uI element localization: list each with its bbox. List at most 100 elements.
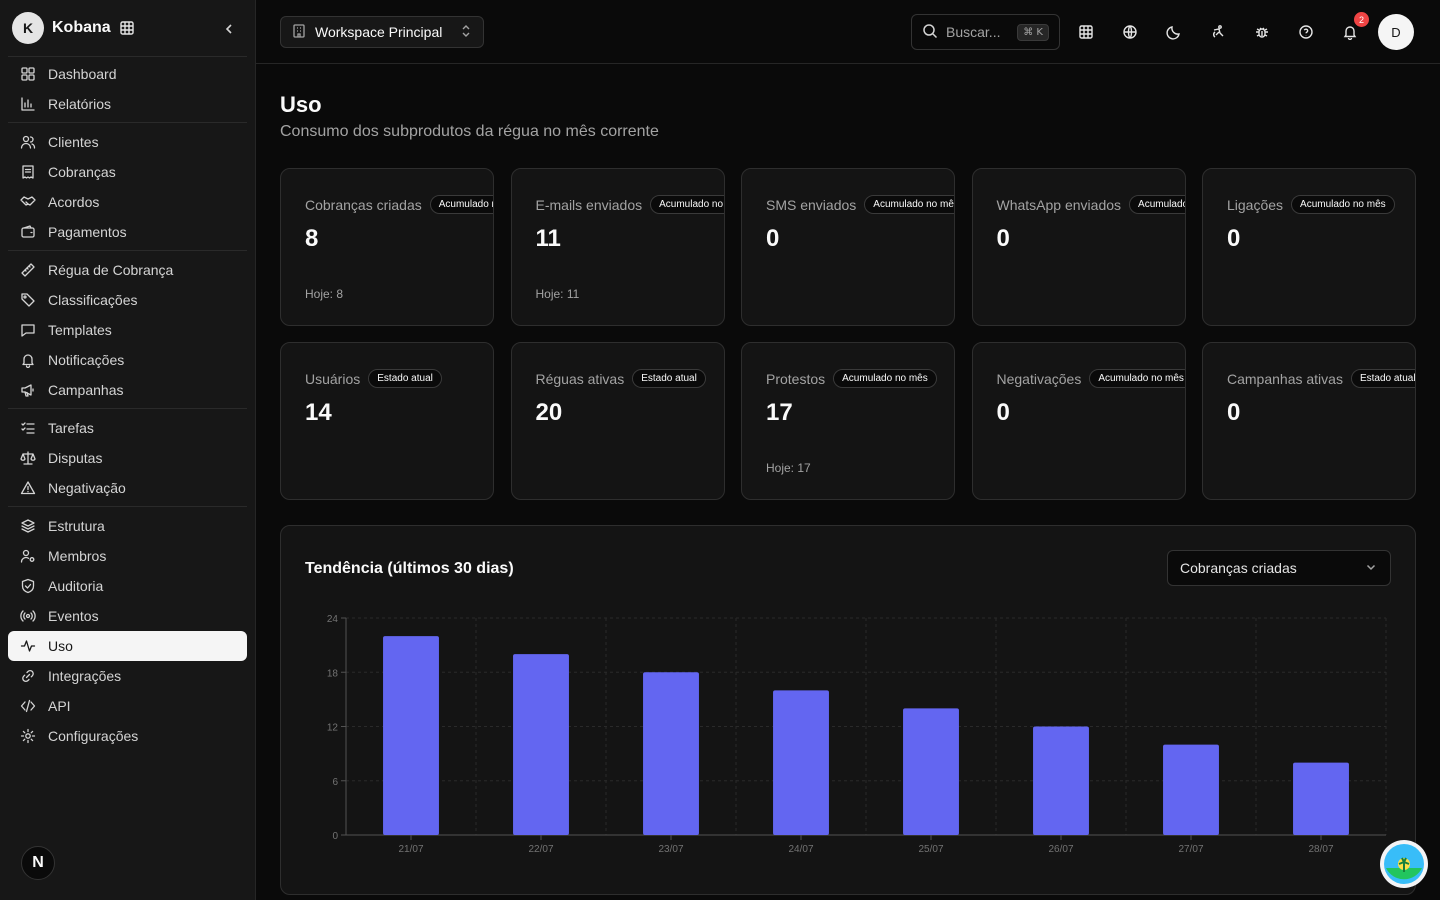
sidebar-item-relatorios[interactable]: Relatórios	[8, 89, 247, 119]
page-subtitle: Consumo dos subprodutos da régua no mês …	[280, 123, 659, 140]
metric-card-header: Ligações Acumulado no mês	[1227, 195, 1395, 214]
sidebar-item-estrutura[interactable]: Estrutura	[8, 511, 247, 541]
x-tick-label: 27/07	[1178, 844, 1203, 855]
x-tick-label: 21/07	[398, 844, 423, 855]
metric-card-value: 0	[766, 225, 780, 252]
shield-check-icon	[20, 578, 36, 594]
chevrons-up-down-icon	[459, 24, 473, 41]
sidebar-item-membros[interactable]: Membros	[8, 541, 247, 571]
nav-divider	[8, 122, 247, 123]
metric-select[interactable]: Cobranças criadas	[1167, 550, 1391, 586]
metric-card-title: Campanhas ativas	[1227, 370, 1343, 387]
sidebar-item-label: Negativação	[48, 480, 126, 496]
sidebar-item-label: Dashboard	[48, 66, 117, 82]
metric-card-badge: Acumulado no mês	[864, 195, 954, 214]
sidebar-item-acordos[interactable]: Acordos	[8, 187, 247, 217]
sidebar-item-tarefas[interactable]: Tarefas	[8, 413, 247, 443]
workspace-select[interactable]: Workspace Principal	[280, 16, 484, 48]
sidebar-item-clientes[interactable]: Clientes	[8, 127, 247, 157]
sidebar-item-dashboard[interactable]: Dashboard	[8, 59, 247, 89]
receipt-icon	[20, 164, 36, 180]
bar-chart-icon	[20, 96, 36, 112]
sidebar-item-regua-de-cobranca[interactable]: Régua de Cobrança	[8, 255, 247, 285]
metric-card-badge: Acumulado no mês	[1291, 195, 1395, 214]
building-icon	[291, 23, 307, 42]
sidebar-item-label: Estrutura	[48, 518, 105, 534]
collapse-sidebar-button[interactable]	[220, 20, 238, 38]
metric-card-today: Hoje: 17	[766, 461, 811, 475]
metric-card: E-mails enviados Acumulado no mês 11 Hoje: …	[510, 168, 725, 326]
page-title: Uso	[280, 92, 322, 117]
megaphone-icon	[20, 382, 36, 398]
metric-card-header: Negativações Acumulado no mês	[997, 369, 1185, 388]
sidebar-item-templates[interactable]: Templates	[8, 315, 247, 345]
metric-card-header: Campanhas ativas Estado atual	[1227, 369, 1415, 388]
activity-icon	[20, 638, 36, 654]
sidebar-item-label: Relatórios	[48, 96, 112, 112]
metric-card-badge: Estado atual	[1350, 369, 1415, 388]
next-badge[interactable]: N	[21, 846, 55, 880]
globe-icon[interactable]	[1120, 22, 1140, 42]
sidebar-item-label: Acordos	[48, 194, 100, 210]
metric-card-title: Ligações	[1227, 196, 1284, 213]
bug-icon[interactable]	[1252, 22, 1272, 42]
metric-card-title: Protestos	[766, 370, 826, 387]
sidebar-item-notificacoes[interactable]: Notificações	[8, 345, 247, 375]
search-placeholder: Buscar...	[946, 24, 1001, 40]
sidebar-item-label: Pagamentos	[48, 224, 127, 240]
metric-card-title: Usuários	[305, 370, 361, 387]
metric-card: Protestos Acumulado no mês 17 Hoje: 17	[741, 342, 955, 500]
radio-icon	[20, 608, 36, 624]
metric-card: WhatsApp enviados Acumulado no mês 0	[971, 168, 1186, 326]
bar	[773, 690, 829, 835]
sidebar-nav: Dashboard Relatórios Clientes Cobranças Acor…	[8, 59, 247, 751]
y-tick-label: 6	[332, 777, 338, 788]
user-avatar[interactable]: D	[1378, 14, 1414, 50]
brand-divider	[8, 56, 247, 57]
sidebar-item-eventos[interactable]: Eventos	[8, 601, 247, 631]
metric-card-value: 17	[766, 399, 793, 426]
sidebar-item-disputas[interactable]: Disputas	[8, 443, 247, 473]
topbar: Workspace Principal Buscar... ⌘ K	[256, 0, 1440, 64]
metric-card: SMS enviados Acumulado no mês 0	[741, 168, 955, 326]
bell-icon[interactable]	[1340, 22, 1360, 42]
sidebar-item-negativacao[interactable]: Negativação	[8, 473, 247, 503]
sidebar-item-auditoria[interactable]: Auditoria	[8, 571, 247, 601]
sidebar-item-configuracoes[interactable]: Configurações	[8, 721, 247, 751]
metric-card-header: WhatsApp enviados Acumulado no mês	[997, 195, 1185, 214]
metric-card-today: Hoje: 8	[305, 287, 344, 301]
x-tick-label: 24/07	[788, 844, 813, 855]
metric-card: Campanhas ativas Estado atual 0	[1202, 342, 1416, 500]
accessibility-icon[interactable]	[1208, 22, 1228, 42]
sidebar-item-label: Configurações	[48, 728, 139, 744]
grid-icon[interactable]	[1076, 22, 1096, 42]
search-shortcut: ⌘ K	[1017, 23, 1049, 41]
brand[interactable]: K Kobana	[12, 12, 244, 44]
bell-icon	[20, 352, 36, 368]
metric-card-title: E-mails enviados	[535, 196, 643, 213]
help-circle-icon[interactable]	[1296, 22, 1316, 42]
brand-name: Kobana	[52, 19, 111, 36]
y-tick-label: 12	[327, 723, 339, 734]
metric-card-value: 11	[535, 225, 561, 252]
sidebar-item-campanhas[interactable]: Campanhas	[8, 375, 247, 405]
trend-bar-chart: 0 6 12 18 24 21/07 22/07 23/07 24/07 25/07 26/07 27…	[327, 614, 1387, 855]
sidebar-item-uso[interactable]: Uso	[8, 631, 247, 661]
sidebar-item-classificacoes[interactable]: Classificações	[8, 285, 247, 315]
metric-card-badge: Acumulado no mês	[1089, 369, 1185, 388]
sidebar-item-label: Clientes	[48, 134, 99, 150]
sidebar-item-api[interactable]: API	[8, 691, 247, 721]
floating-assistant-button[interactable]	[1380, 840, 1428, 888]
ruler-icon	[20, 262, 36, 278]
moon-icon[interactable]	[1164, 22, 1184, 42]
tags-icon	[20, 292, 36, 308]
sidebar-item-pagamentos[interactable]: Pagamentos	[8, 217, 247, 247]
sidebar-item-label: Integrações	[48, 668, 122, 684]
metric-card-header: Cobranças criadas Acumulado no mês	[305, 195, 493, 214]
sidebar-item-label: Classificações	[48, 292, 138, 308]
search-input[interactable]: Buscar... ⌘ K	[911, 14, 1060, 50]
list-checks-icon	[20, 420, 36, 436]
sidebar-item-integracoes[interactable]: Integrações	[8, 661, 247, 691]
x-tick-label: 25/07	[918, 844, 943, 855]
sidebar-item-cobrancas[interactable]: Cobranças	[8, 157, 247, 187]
